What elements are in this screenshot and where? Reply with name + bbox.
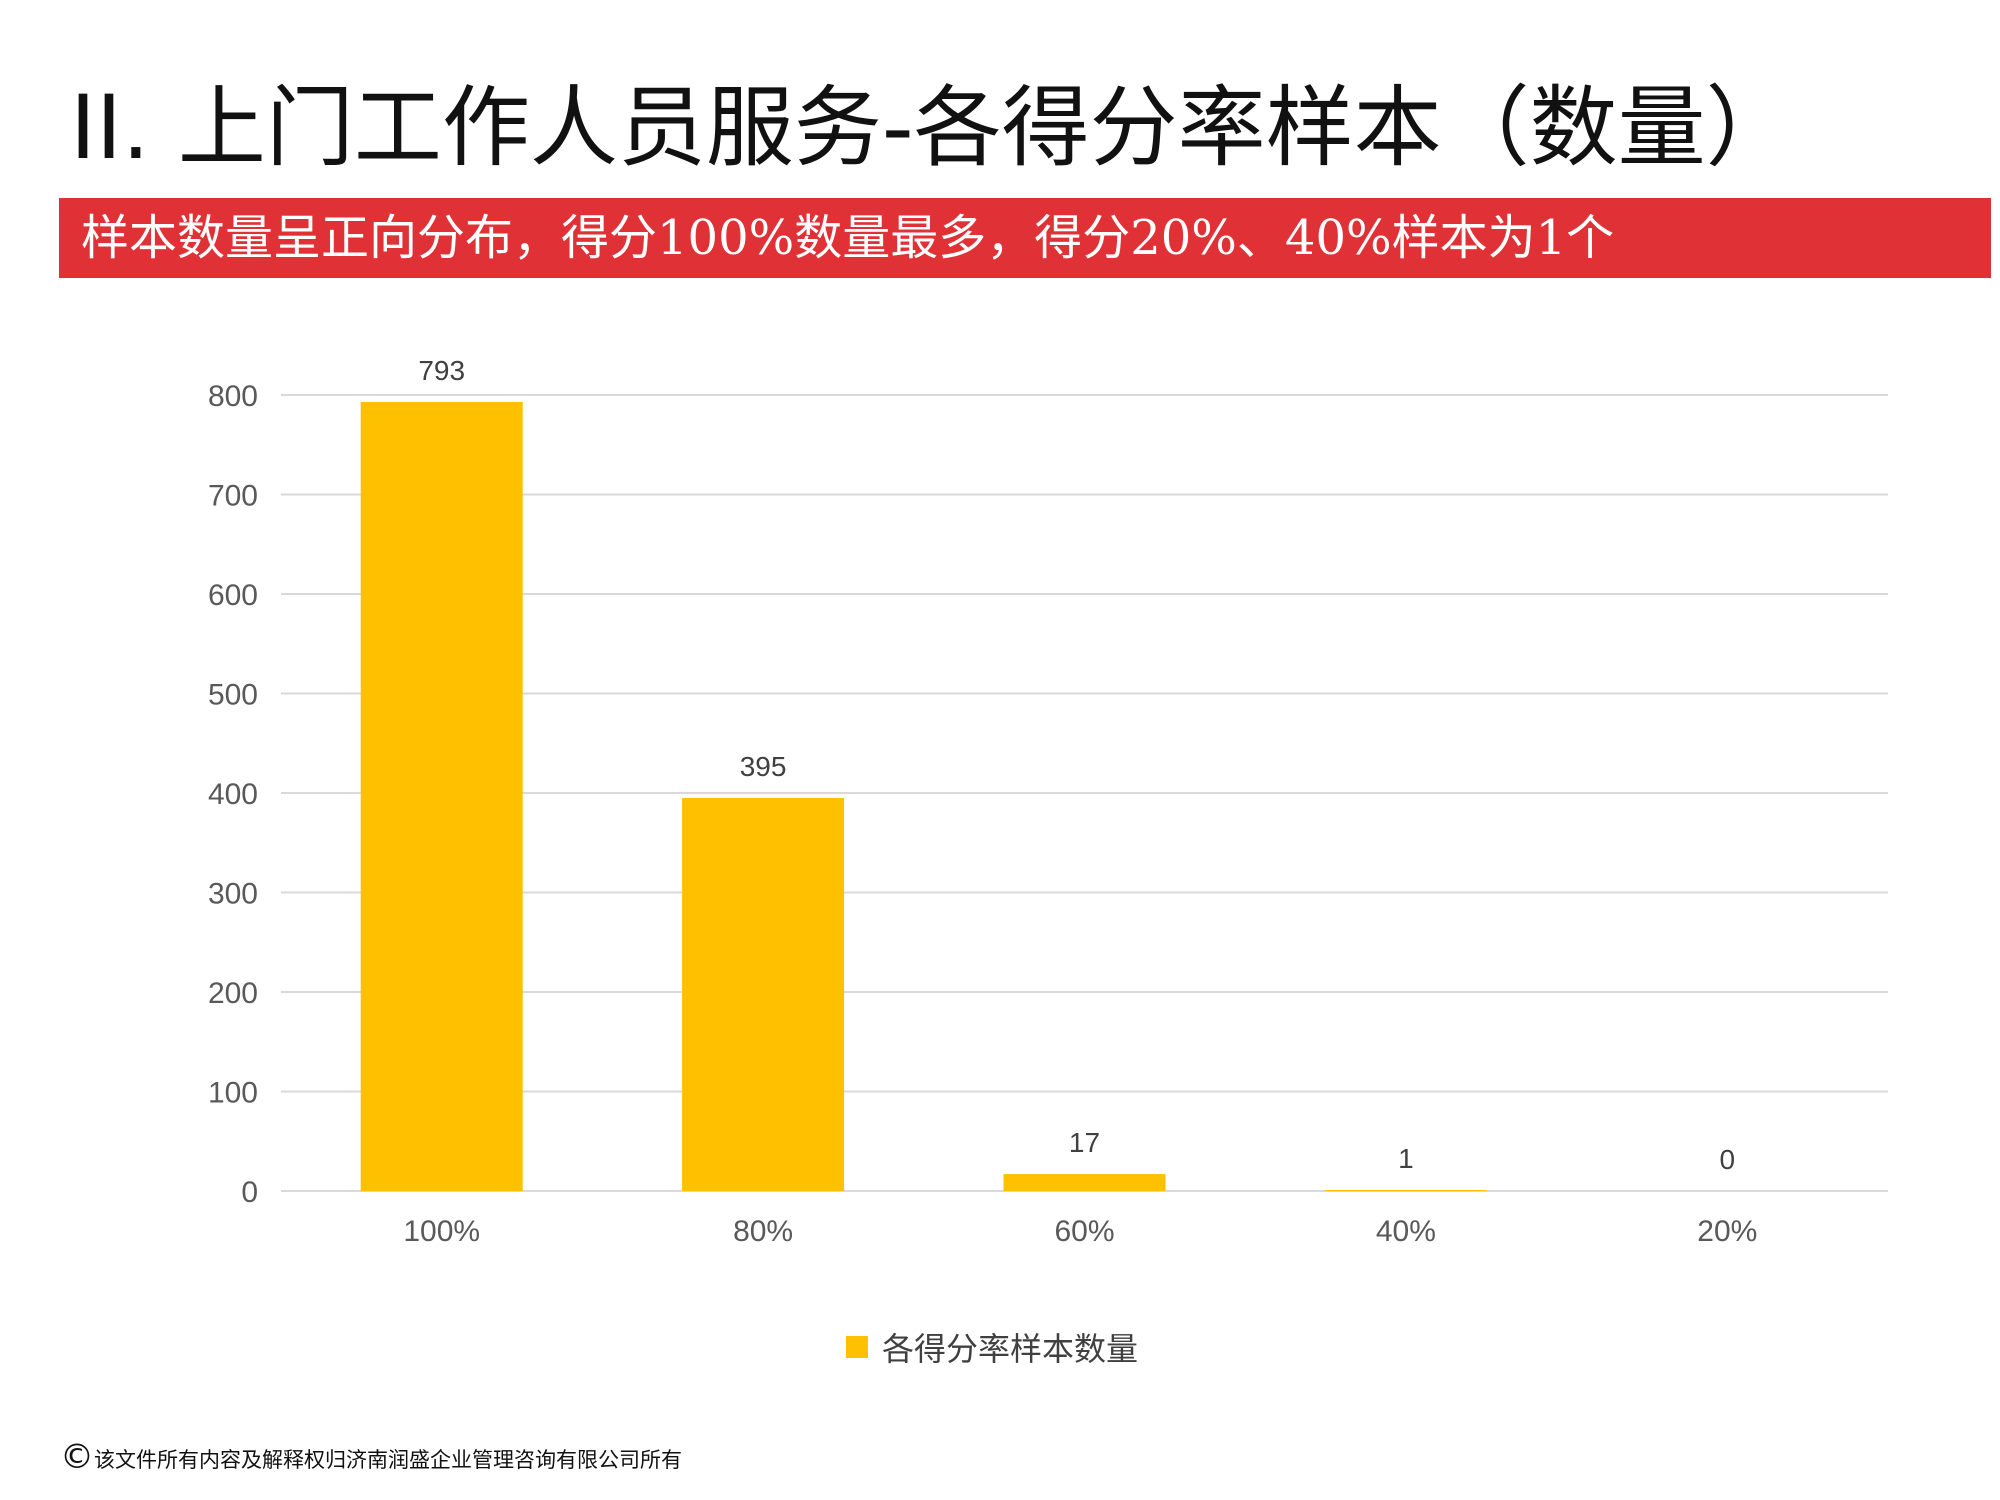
y-tick-label: 600 [208,579,258,612]
y-tick-label: 500 [208,679,258,712]
y-tick-label: 100 [208,1077,258,1110]
y-tick-label: 300 [208,878,258,911]
bar-100pct [360,401,523,1192]
legend-swatch [846,1336,868,1358]
bar-60pct [1003,1174,1166,1191]
y-tick-label: 800 [208,380,258,413]
y-tick-label: 0 [241,1176,258,1209]
bar-80pct [682,797,845,1191]
data-label: 17 [1069,1127,1100,1158]
chart-legend: 各得分率样本数量 [846,1322,1138,1372]
data-label: 395 [740,751,787,782]
x-tick-label: 100% [403,1215,480,1248]
footer-text: 该文件所有内容及解释权归济南润盛企业管理咨询有限公司所有 [94,1448,682,1472]
y-tick-label: 700 [208,480,258,513]
legend-label: 各得分率样本数量 [882,1330,1139,1368]
x-tick-label: 80% [733,1215,793,1248]
bar-40pct [1324,1190,1487,1191]
x-tick-label: 20% [1697,1215,1757,1248]
page-title: II. 上门工作人员服务-各得分率样本（数量） [70,76,1794,179]
copyright-icon: © [60,1437,94,1477]
y-tick-label: 400 [208,778,258,811]
data-label: 793 [418,355,465,386]
summary-banner: 样本数量呈正向分布，得分100%数量最多，得分20%、40%样本为1个 [59,198,1991,278]
y-tick-label: 200 [208,977,258,1010]
data-label: 1 [1398,1143,1414,1174]
footer: © 该文件所有内容及解释权归济南润盛企业管理咨询有限公司所有 [60,1440,682,1474]
data-label: 0 [1720,1144,1736,1175]
x-tick-label: 60% [1054,1215,1114,1248]
summary-banner-text: 样本数量呈正向分布，得分100%数量最多，得分20%、40%样本为1个 [81,210,1615,266]
x-tick-label: 40% [1376,1215,1436,1248]
